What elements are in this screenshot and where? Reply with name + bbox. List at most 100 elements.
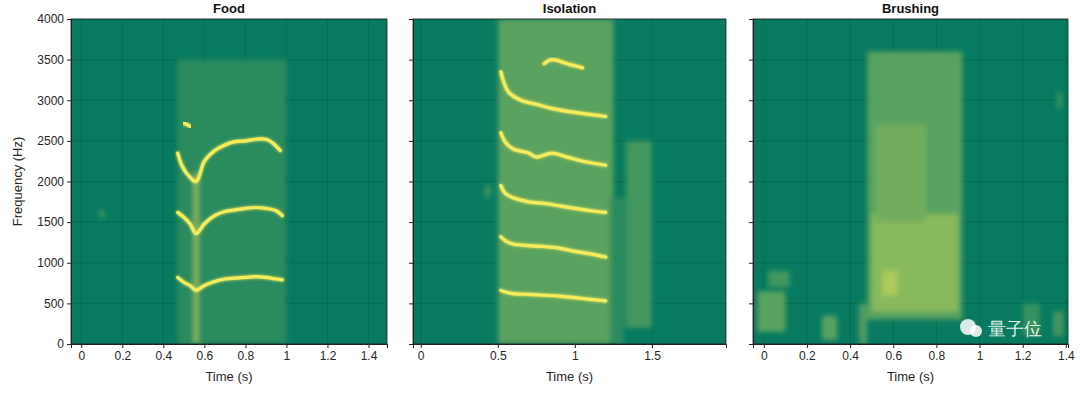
tick (409, 60, 413, 61)
tick (409, 19, 413, 20)
frame (753, 19, 1068, 344)
tick-mark (369, 344, 370, 348)
tick-mark (245, 344, 246, 348)
tick: 1.5 (644, 344, 661, 363)
cell (100, 210, 104, 218)
tick-mark (67, 344, 71, 345)
tick-mark (409, 141, 413, 142)
tick-mark (286, 344, 287, 348)
tick-mark (749, 141, 753, 142)
tick-mark (409, 100, 413, 101)
tick-label: 0.8 (238, 349, 255, 363)
tick-label: 0.6 (885, 349, 902, 363)
tick-label: 0.2 (799, 349, 816, 363)
cell (822, 316, 837, 340)
x-axis: 00.20.40.60.811.21.4 (754, 344, 1076, 363)
title: Food (213, 1, 245, 16)
watermark-text: 量子位 (988, 319, 1042, 339)
tick-label: 4000 (37, 12, 64, 26)
tick-mark (807, 344, 808, 348)
tick-mark (67, 182, 71, 183)
tick: 1.2 (320, 344, 337, 363)
tick-mark (409, 60, 413, 61)
tick-mark (67, 19, 71, 20)
cell (757, 291, 785, 332)
tick: 3000 (37, 94, 71, 108)
tick-mark (749, 263, 753, 264)
tick-mark (749, 222, 753, 223)
grid (753, 19, 1068, 344)
tick-mark (81, 344, 82, 348)
tick-mark (67, 263, 71, 264)
tick-mark (749, 60, 753, 61)
tick-mark (1066, 344, 1067, 348)
plot-background (753, 19, 1068, 344)
tick: 1 (284, 344, 291, 363)
tick-mark (67, 60, 71, 61)
tick: 0.4 (842, 344, 859, 363)
cell (882, 271, 897, 295)
axis-line (754, 345, 1069, 349)
tick (749, 344, 753, 345)
cell (178, 60, 287, 344)
tick (749, 60, 753, 61)
tick-mark (409, 344, 413, 345)
tick-mark (980, 344, 981, 348)
tick-label: 0 (78, 349, 85, 363)
title: Isolation (543, 1, 597, 16)
tick-label: 3500 (37, 53, 64, 67)
figure: 00.20.40.60.811.21.405001000150020002500… (0, 0, 1080, 393)
cell (194, 173, 198, 344)
tick: 1 (572, 344, 579, 363)
tick-mark (652, 344, 653, 348)
y-axis (409, 20, 414, 345)
cells (485, 19, 652, 344)
tick-mark (749, 303, 753, 304)
tick-mark (498, 344, 499, 348)
tick: 1.4 (361, 344, 378, 363)
tick (409, 141, 413, 142)
harmonic-line (178, 139, 281, 182)
tick-label: 0 (418, 349, 425, 363)
tick: 0 (418, 344, 425, 363)
harmonic-line (501, 237, 606, 257)
tick-mark (327, 344, 328, 348)
cell (485, 186, 490, 198)
tick: 0.2 (799, 344, 816, 363)
panel: 00.20.40.60.811.21.405001000150020002500… (10, 1, 388, 384)
tick-mark (409, 303, 413, 304)
tick (749, 263, 753, 264)
x-axis-title: Time (s) (887, 369, 934, 384)
harmonic-line (178, 277, 283, 291)
tick: 2500 (37, 134, 71, 148)
tick (749, 100, 753, 101)
tick-label: 1.5 (644, 349, 661, 363)
tick: 0.8 (929, 344, 946, 363)
tick-mark (409, 182, 413, 183)
tick: 0.2 (114, 344, 131, 363)
tick-label: 1.2 (320, 349, 337, 363)
cell (876, 125, 926, 223)
tick-mark (122, 344, 123, 348)
plot-background (413, 19, 726, 344)
tick-mark (67, 100, 71, 101)
tick: 1000 (37, 256, 71, 270)
tick: 1.4 (1058, 344, 1075, 363)
title: Brushing (882, 1, 939, 16)
cell (872, 214, 958, 312)
cells (757, 52, 1063, 345)
tick: 0 (761, 344, 768, 363)
tick-label: 0.5 (490, 349, 507, 363)
tick: 1 (977, 344, 984, 363)
axis-line (409, 20, 414, 345)
tick: 0.8 (238, 344, 255, 363)
tick: 0 (78, 344, 85, 363)
tick-label: 0.8 (929, 349, 946, 363)
watermark: 量子位 (960, 319, 1042, 339)
tick-mark (67, 222, 71, 223)
tick-label: 500 (44, 297, 64, 311)
tick-mark (409, 222, 413, 223)
tick-label: 0.4 (155, 349, 172, 363)
panel: 00.20.40.60.811.21.4BrushingTime (s)量子位 (749, 1, 1075, 384)
tick-label: 1000 (37, 256, 64, 270)
